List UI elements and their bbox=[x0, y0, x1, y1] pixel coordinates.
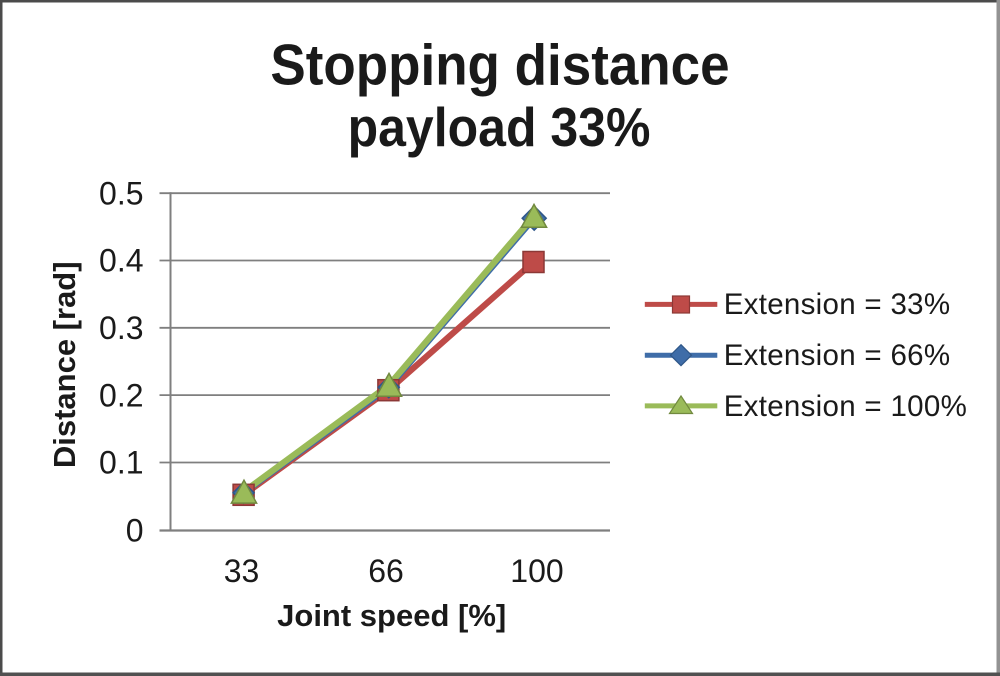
svg-text:33: 33 bbox=[224, 553, 260, 589]
svg-text:0.3: 0.3 bbox=[99, 310, 143, 346]
svg-text:0.2: 0.2 bbox=[99, 377, 143, 413]
svg-text:0.4: 0.4 bbox=[99, 243, 143, 279]
svg-text:0.5: 0.5 bbox=[99, 175, 143, 211]
svg-text:66: 66 bbox=[368, 553, 404, 589]
svg-text:0.1: 0.1 bbox=[99, 445, 143, 481]
svg-text:100: 100 bbox=[510, 553, 563, 589]
svg-text:Extension = 33%: Extension = 33% bbox=[724, 288, 951, 321]
svg-text:Distance [rad]: Distance [rad] bbox=[47, 261, 82, 468]
svg-text:Stopping distance: Stopping distance bbox=[270, 32, 729, 97]
svg-text:Extension = 100%: Extension = 100% bbox=[724, 390, 967, 423]
svg-text:0: 0 bbox=[126, 513, 144, 549]
svg-text:Joint speed [%]: Joint speed [%] bbox=[277, 598, 506, 633]
svg-text:payload 33%: payload 33% bbox=[348, 97, 651, 159]
svg-text:Extension = 66%: Extension = 66% bbox=[724, 339, 951, 372]
